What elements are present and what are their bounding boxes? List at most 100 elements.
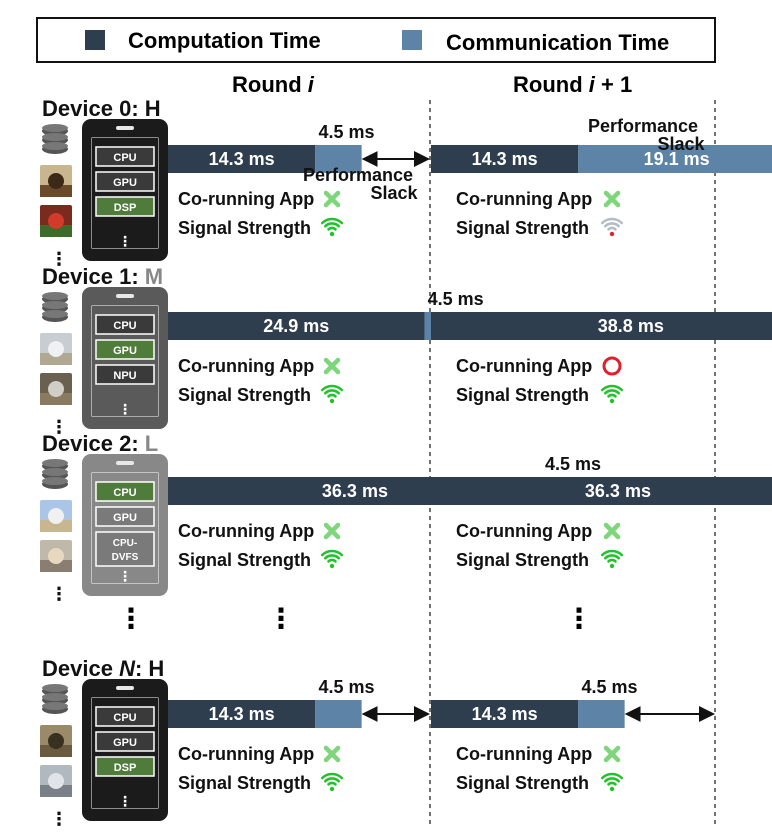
signal-label: Signal Strength	[178, 385, 311, 405]
chip-gpu	[95, 171, 155, 192]
device-row: Device 1: M ⋮ CPU GPU NPU ⋮ 24.9 ms 4.5 ms Co-ru…	[40, 264, 772, 437]
database-icon	[42, 124, 68, 154]
chip-label: DSP	[114, 762, 137, 774]
phone-speaker	[116, 126, 134, 130]
signal-label: Signal Strength	[178, 550, 311, 570]
device-row: Device N: H ⋮ CPU GPU DSP ⋮ 14.3 ms 4.5 ms Co-ru…	[40, 656, 715, 829]
wifi-dot	[609, 563, 615, 569]
wifi-strong-icon	[320, 772, 344, 792]
wifi-strong-icon	[600, 384, 624, 404]
cross-mark	[323, 190, 341, 208]
legend-communication-label: Communication Time	[446, 30, 669, 55]
ellipsis-row: ⋮ ⋮ ⋮	[117, 603, 593, 634]
legend-swatch-communication	[402, 30, 422, 50]
performance-slack-label: Slack	[657, 134, 705, 154]
chip-ellipsis: ⋮	[118, 568, 132, 584]
thumb-subject	[48, 341, 64, 357]
db-disk-top	[42, 684, 68, 692]
computation-bar	[431, 477, 772, 505]
db-disk-top	[42, 124, 68, 132]
computation-label: 38.8 ms	[598, 316, 664, 336]
device-name: Device 2: L	[42, 431, 158, 456]
computation-label: 24.9 ms	[263, 316, 329, 336]
round-i1-header: Round i + 1	[513, 72, 632, 97]
database-icon	[42, 292, 68, 322]
chip-label: DSP	[114, 202, 137, 214]
thumb-ground	[40, 785, 72, 797]
cross-mark	[603, 745, 621, 763]
wifi-arc	[320, 217, 344, 225]
db-disk-top	[42, 310, 68, 318]
chip-dsp	[95, 756, 155, 777]
wifi-arc	[600, 772, 624, 780]
co-running-label: Co-running App	[456, 744, 592, 764]
communication-label: 4.5 ms	[428, 289, 484, 309]
signal-label: Signal Strength	[178, 773, 311, 793]
wifi-arc	[327, 558, 337, 563]
legend-swatch-computation	[85, 30, 105, 50]
co-running-off-icon	[603, 190, 621, 208]
communication-label: 4.5 ms	[545, 454, 601, 474]
chip-cpu	[95, 146, 155, 167]
sample-image-icon	[40, 500, 72, 532]
computation-label: 14.3 ms	[209, 149, 275, 169]
chip-label: CPU-	[113, 538, 137, 549]
phone-speaker	[116, 461, 134, 465]
chip-cpu	[95, 706, 155, 727]
computation-label: 14.3 ms	[472, 149, 538, 169]
wifi-dot	[329, 231, 335, 237]
thumb-ground	[40, 225, 72, 237]
co-running-off-icon	[323, 745, 341, 763]
thumb-subject	[48, 173, 64, 189]
chip-label: GPU	[113, 512, 137, 524]
co-running-off-icon	[323, 357, 341, 375]
phone-speaker	[116, 686, 134, 690]
chip-npu	[95, 364, 155, 385]
db-disk-top	[42, 693, 68, 701]
wifi-strong-icon	[600, 549, 624, 569]
wifi-dot	[329, 398, 335, 404]
chip-gpu	[95, 339, 155, 360]
wifi-arc	[600, 384, 624, 392]
wifi-arc	[600, 217, 624, 225]
wifi-dot	[329, 563, 335, 569]
wifi-arc	[604, 389, 620, 395]
cross-mark	[323, 522, 341, 540]
communication-label: 19.1 ms	[644, 149, 710, 169]
performance-slack-label: Slack	[370, 183, 418, 203]
wifi-arc	[320, 549, 344, 557]
chip-gpu	[95, 506, 155, 527]
ellipsis-round-i: ⋮	[267, 603, 295, 634]
ellipsis-icon: ⋮	[50, 809, 68, 829]
wifi-arc	[320, 384, 344, 392]
computation-bar	[431, 145, 579, 173]
co-running-off-icon	[323, 190, 341, 208]
wifi-dot	[609, 398, 615, 404]
co-running-on-icon	[602, 356, 622, 376]
wifi-arc	[604, 222, 620, 228]
chip-label: CPU	[113, 487, 136, 499]
performance-slack-label: Performance	[303, 165, 413, 185]
chip-label: DVFS	[112, 552, 139, 563]
thumb-subject	[48, 213, 64, 229]
chip-ellipsis: ⋮	[118, 233, 132, 249]
co-running-off-icon	[603, 522, 621, 540]
thumb-subject	[48, 548, 64, 564]
chip-label: GPU	[113, 737, 137, 749]
co-running-label: Co-running App	[178, 356, 314, 376]
wifi-arc	[324, 222, 340, 228]
co-running-label: Co-running App	[178, 189, 314, 209]
sample-image-icon	[40, 165, 72, 197]
db-disk-top	[42, 702, 68, 710]
co-running-label: Co-running App	[456, 521, 592, 541]
chip-ellipsis: ⋮	[118, 793, 132, 809]
wifi-strong-icon	[600, 772, 624, 792]
chip-label: GPU	[113, 345, 137, 357]
thumb-ground	[40, 353, 72, 365]
db-disk-top	[42, 133, 68, 141]
wifi-strong-icon	[320, 217, 344, 237]
wifi-arc	[320, 772, 344, 780]
computation-bar	[168, 700, 316, 728]
performance-slack-label: Performance	[588, 116, 698, 136]
cross-mark	[323, 357, 341, 375]
